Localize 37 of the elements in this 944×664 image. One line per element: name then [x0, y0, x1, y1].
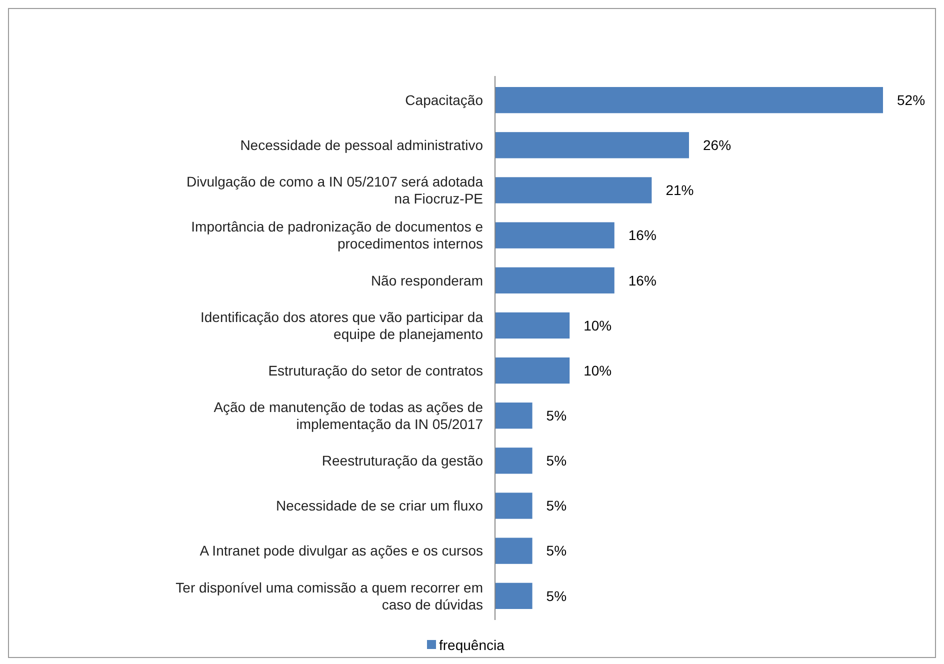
y-tick-label: Não responderam: [370, 272, 483, 288]
data-label: 10%: [584, 362, 612, 378]
y-tick-label: A Intranet pode divulgar as ações e os cursos: [200, 542, 483, 559]
data-label: 5%: [546, 452, 567, 469]
y-tick-label: Necessidade de pessoal administrativo: [240, 137, 484, 154]
y-tick-label: Estruturação do setor de contratos: [268, 362, 483, 378]
y-tick-label: Capacitação: [405, 92, 484, 108]
bar: [495, 357, 570, 384]
data-label: 5%: [546, 498, 567, 514]
data-label: 5%: [546, 408, 567, 424]
bar: [495, 267, 614, 294]
y-tick-label: Identificação dos atores que vão participar da equipe de planejamento: [200, 308, 484, 342]
bar: [495, 402, 532, 429]
bar: [495, 448, 532, 474]
y-tick-label: Ter disponível uma comissão a quem recorrer em caso de dúvidas: [176, 579, 483, 612]
data-label: 26%: [703, 137, 732, 154]
bar: [495, 222, 614, 248]
bar: [495, 312, 570, 339]
y-tick-label: Importância de padronização de documentos e procedimentos internos: [191, 218, 484, 252]
bar: [495, 538, 532, 564]
y-tick-label: Reestruturação da gestão: [322, 452, 484, 469]
data-label: 5%: [546, 542, 567, 559]
data-label: 5%: [546, 588, 567, 604]
y-tick-label: Divulgação de como a IN 05/2107 será adotada na Fiocruz-PE: [186, 174, 484, 207]
bar: [495, 582, 532, 609]
data-label: 16%: [628, 227, 656, 244]
data-label: 16%: [628, 272, 656, 288]
bar: [495, 492, 532, 519]
bar: [495, 177, 652, 204]
bar: [495, 132, 689, 158]
data-label: 52%: [897, 92, 926, 108]
data-label: 10%: [584, 317, 612, 334]
legend-label: frequência: [439, 636, 505, 653]
bar: [495, 87, 883, 114]
y-tick-label: Necessidade de se criar um fluxo: [276, 498, 484, 514]
y-tick-label: Ação de manutenção de todas as ações de implementação da IN 05/2017: [214, 399, 484, 432]
data-label: 21%: [666, 182, 694, 198]
